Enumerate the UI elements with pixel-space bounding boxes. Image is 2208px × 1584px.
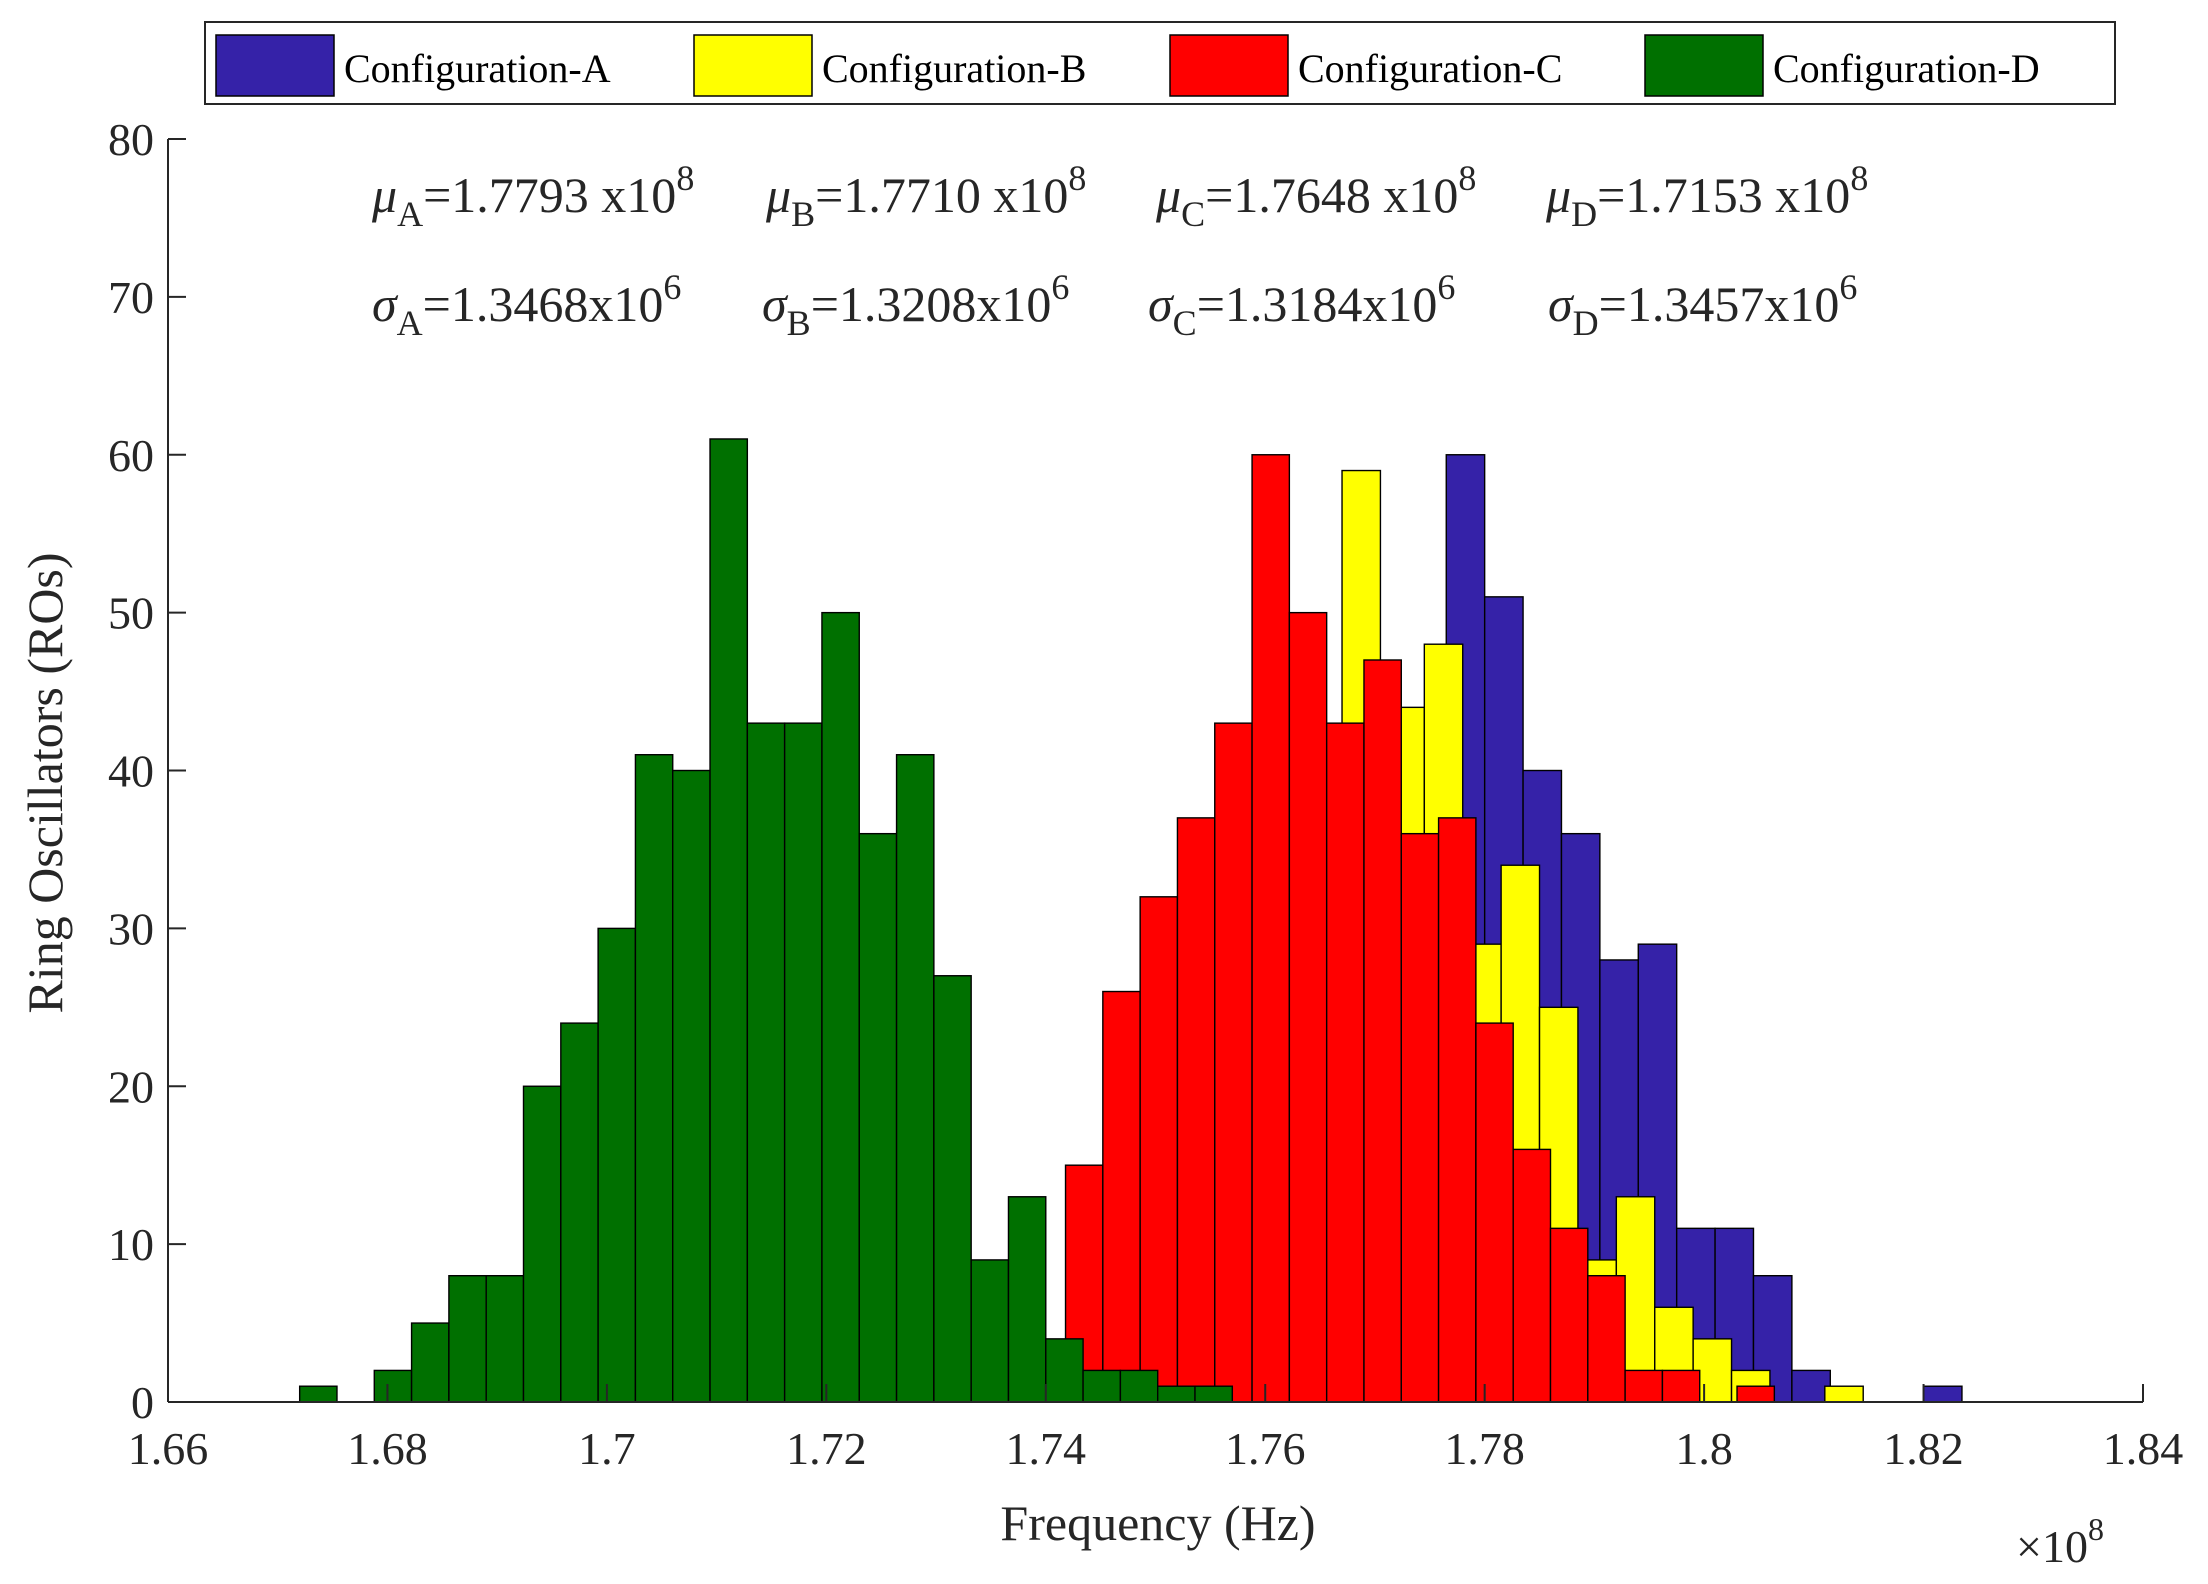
bar-c-17 <box>1736 1385 1776 1403</box>
bar-d-18 <box>1007 1196 1047 1403</box>
y-tick-label: 10 <box>108 1219 154 1270</box>
bar-d-7 <box>597 927 637 1403</box>
legend-label: Configuration-D <box>1773 46 2040 91</box>
legend-label: Configuration-C <box>1298 46 1562 91</box>
stddev-annotation-a: σA=1.3468x106 <box>372 267 681 343</box>
bar-a-9 <box>1791 1369 1831 1403</box>
mean-annotation-d: μD=1.7153 x108 <box>1545 158 1868 234</box>
bar-d-9 <box>672 769 711 1403</box>
bar-d-11 <box>746 722 786 1403</box>
x-tick-label: 1.76 <box>1225 1423 1306 1474</box>
bar-c-3 <box>1176 817 1216 1403</box>
bar-c-10 <box>1437 817 1477 1403</box>
y-tick-label: 80 <box>108 114 154 165</box>
series-configuration-c <box>1064 454 1776 1403</box>
y-axis-label: Ring Oscillators (ROs) <box>17 552 73 1013</box>
bar-d-10 <box>709 438 749 1403</box>
stddev-annotation-c: σC=1.3184x106 <box>1148 267 1455 343</box>
bar-c-14 <box>1587 1274 1626 1403</box>
x-tick-label: 1.78 <box>1444 1423 1525 1474</box>
bar-b-11 <box>1824 1385 1864 1403</box>
x-tick-label: 1.66 <box>128 1423 209 1474</box>
y-tick-label: 40 <box>108 746 154 797</box>
legend-item-b: Configuration-B <box>693 34 1086 97</box>
bar-d-21 <box>1119 1369 1159 1403</box>
bar-d-14 <box>858 832 898 1403</box>
bar-d-8 <box>634 754 674 1403</box>
legend-swatch <box>1644 34 1764 97</box>
bar-c-12 <box>1512 1148 1552 1403</box>
bar-c-4 <box>1214 722 1253 1403</box>
x-axis-exponent: ×108 <box>2016 1511 2104 1572</box>
axes-layer: 1.66 1.68 1.7 1.72 1.74 1.76 1.78 1.8 1.82 1.84 0 1… <box>108 114 2183 1474</box>
legend-item-a: Configuration-A <box>215 34 611 97</box>
x-tick-label: 1.8 <box>1675 1423 1733 1474</box>
y-tick-label: 0 <box>131 1377 154 1428</box>
mean-annotation-a: μA=1.7793 x108 <box>371 158 694 234</box>
bar-d-1 <box>373 1369 413 1403</box>
legend-item-d: Configuration-D <box>1644 34 2040 97</box>
bar-c-8 <box>1363 659 1402 1403</box>
bar-c-1 <box>1102 990 1141 1403</box>
mean-annotation-b: μB=1.7710 x108 <box>765 158 1086 234</box>
bar-d-5 <box>522 1085 562 1403</box>
statistics-annotations: μA=1.7793 x108 μB=1.7710 x108 μC=1.7648 x1… <box>371 158 1868 343</box>
x-tick-label: 1.72 <box>786 1423 867 1474</box>
bar-d-20 <box>1082 1369 1122 1403</box>
stddev-annotation-d: σD=1.3457x106 <box>1548 267 1857 343</box>
bar-d-0 <box>298 1385 338 1403</box>
bar-c-9 <box>1400 832 1440 1403</box>
bar-d-4 <box>485 1274 525 1403</box>
y-tick-label: 70 <box>108 272 154 323</box>
bar-d-2 <box>410 1322 450 1403</box>
legend-swatch <box>215 34 335 97</box>
bar-a-10 <box>1922 1385 1963 1403</box>
legend: Configuration-A Configuration-B Configurat… <box>204 21 2116 105</box>
bar-c-6 <box>1288 611 1328 1403</box>
bar-d-16 <box>933 975 972 1403</box>
bar-d-3 <box>448 1274 487 1403</box>
x-axis-exponent-base: ×10 <box>2016 1521 2088 1572</box>
x-tick-label: 1.84 <box>2103 1423 2184 1474</box>
bar-c-2 <box>1139 896 1179 1403</box>
x-tick-label: 1.74 <box>1006 1423 1087 1474</box>
x-axis-label: Frequency (Hz) <box>1000 1495 1315 1551</box>
legend-item-c: Configuration-C <box>1169 34 1562 97</box>
mean-annotation-c: μC=1.7648 x108 <box>1155 158 1476 234</box>
bar-c-13 <box>1549 1227 1589 1403</box>
legend-label: Configuration-A <box>344 46 611 91</box>
y-tick-label: 30 <box>108 903 154 954</box>
legend-swatch <box>1169 34 1289 97</box>
stddev-annotation-b: σB=1.3208x106 <box>762 267 1069 343</box>
bar-d-15 <box>895 754 935 1403</box>
bar-c-7 <box>1325 722 1365 1403</box>
y-tick-label: 60 <box>108 430 154 481</box>
x-tick-label: 1.7 <box>578 1423 636 1474</box>
bar-d-19 <box>1045 1338 1084 1403</box>
y-tick-label: 20 <box>108 1061 154 1112</box>
legend-label: Configuration-B <box>822 46 1086 91</box>
bar-d-6 <box>560 1022 599 1403</box>
bar-c-16 <box>1661 1369 1701 1403</box>
x-tick-label: 1.82 <box>1883 1423 1964 1474</box>
bar-c-11 <box>1475 1022 1514 1403</box>
legend-swatch <box>693 34 813 97</box>
bar-c-15 <box>1624 1369 1664 1403</box>
x-tick-label: 1.68 <box>347 1423 428 1474</box>
bar-d-17 <box>970 1259 1010 1403</box>
bar-d-22 <box>1156 1385 1196 1403</box>
bars-layer <box>298 438 1963 1403</box>
legend-box <box>204 21 2116 105</box>
bar-d-23 <box>1194 1385 1234 1403</box>
bar-d-12 <box>783 722 823 1403</box>
y-tick-label: 50 <box>108 588 154 639</box>
bar-d-13 <box>821 611 860 1403</box>
x-axis-exponent-power: 8 <box>2088 1511 2104 1547</box>
bar-c-5 <box>1251 454 1291 1403</box>
